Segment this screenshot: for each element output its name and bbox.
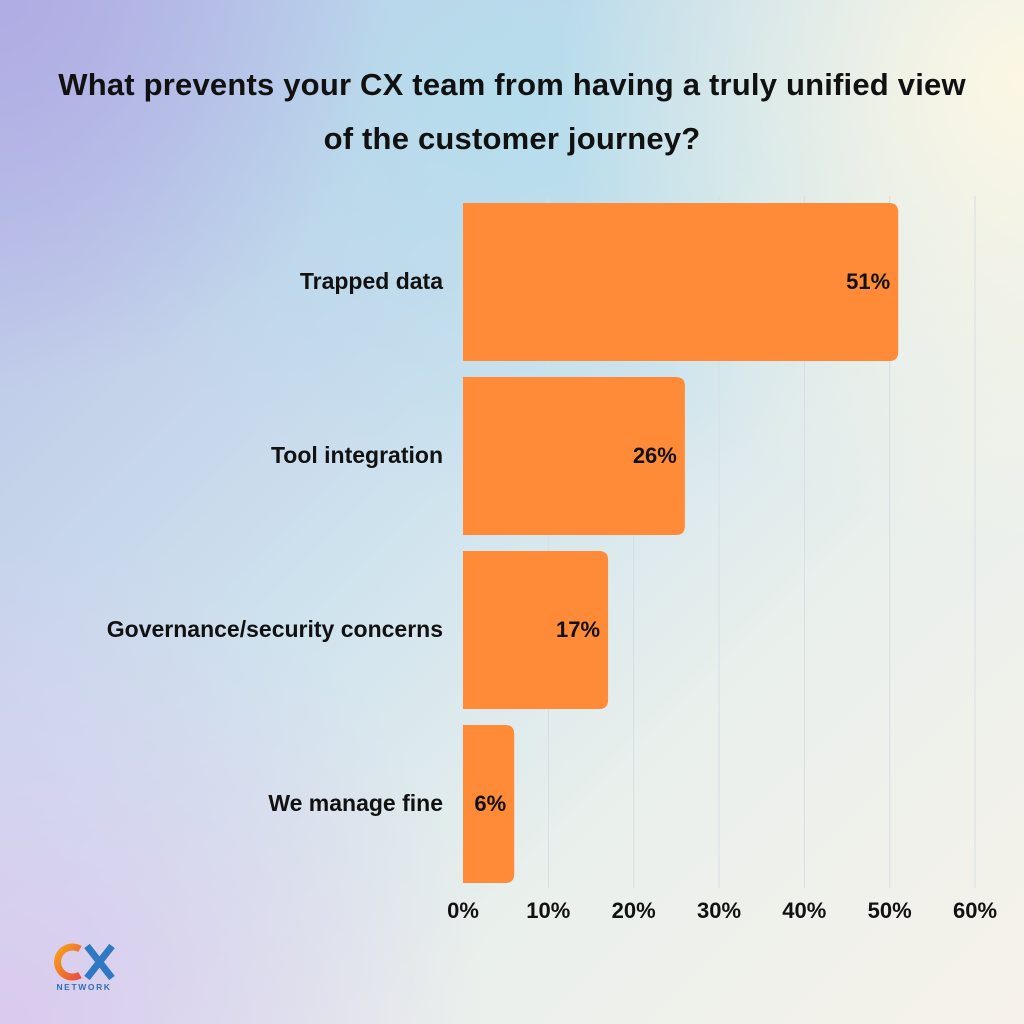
- bar-2[interactable]: [463, 377, 685, 535]
- data-label-1: 51%: [846, 269, 890, 294]
- x-tick-label-50: 50%: [868, 898, 912, 923]
- logo-subtitle: NETWORK: [56, 982, 112, 992]
- chart-title: What prevents your CX team from having a…: [58, 67, 966, 156]
- data-label-2: 26%: [633, 443, 677, 468]
- category-label-3: Governance/security concerns: [107, 616, 443, 642]
- cx-network-logo: NETWORK: [50, 940, 126, 996]
- category-label-4: We manage fine: [268, 790, 443, 816]
- data-label-3: 17%: [556, 617, 600, 642]
- x-tick-label-20: 20%: [612, 898, 656, 923]
- cx-logo-icon: [54, 943, 115, 981]
- bar-4[interactable]: [463, 725, 515, 883]
- bar-3[interactable]: [463, 551, 609, 709]
- data-label-4: 6%: [474, 791, 506, 816]
- x-tick-label-60: 60%: [953, 898, 997, 923]
- category-label-1: Trapped data: [300, 268, 443, 294]
- x-tick-label-0: 0%: [447, 898, 479, 923]
- x-tick-label-30: 30%: [697, 898, 741, 923]
- category-label-2: Tool integration: [271, 442, 443, 468]
- bar-1[interactable]: [463, 203, 899, 361]
- x-tick-label-10: 10%: [526, 898, 570, 923]
- x-tick-label-40: 40%: [782, 898, 826, 923]
